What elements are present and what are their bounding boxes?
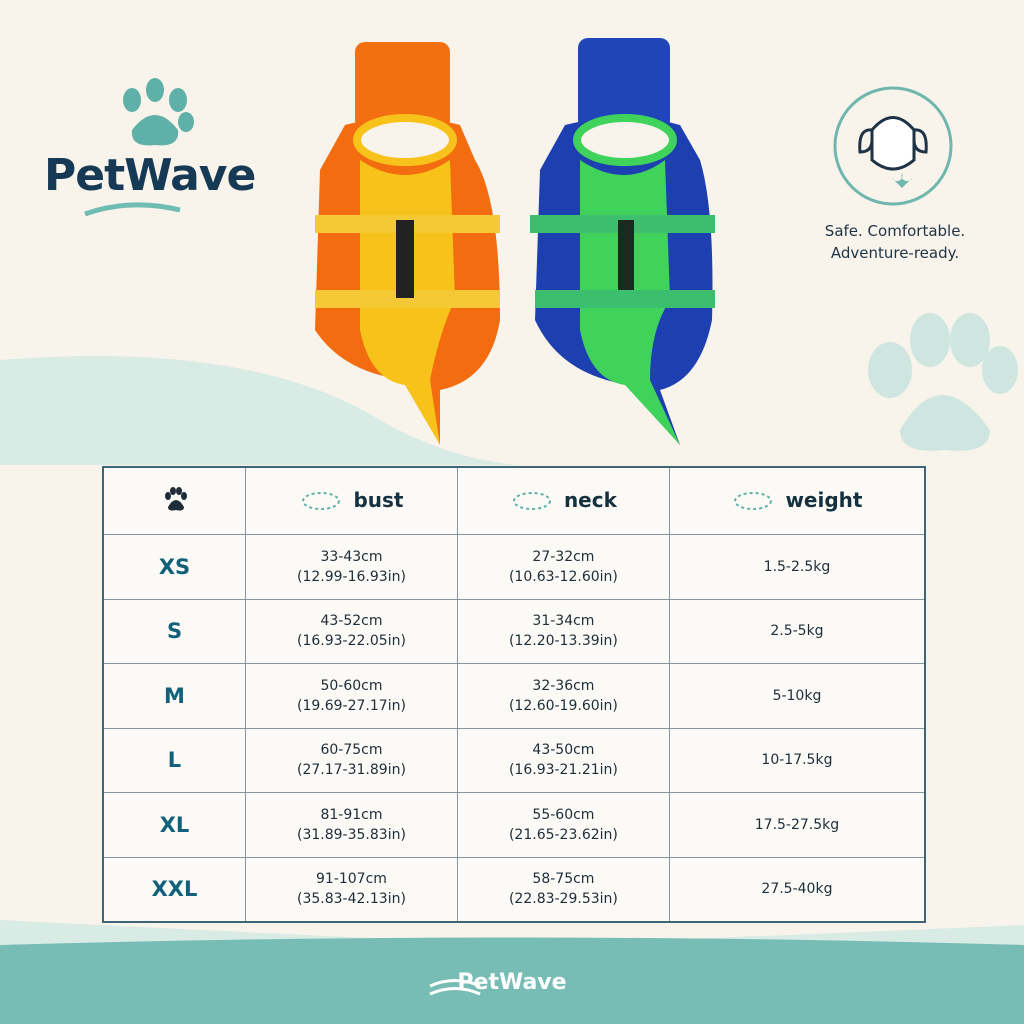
size-row: XXL 91-107cm (35.83-42.13in) 58-75cm (22.83-…: [102, 856, 926, 923]
measure-cell: 91-107cm (35.83-42.13in): [245, 856, 458, 923]
cm-value: 55-60cm: [532, 806, 595, 823]
header-icon: [302, 492, 341, 510]
inch-value: (16.93-21.21in): [508, 762, 618, 779]
inch-value: (10.63-12.60in): [508, 568, 618, 585]
cm-value: 31-34cm: [532, 613, 595, 630]
measure-cell: 50-60cm (19.69-27.17in): [245, 663, 458, 729]
measure-cell: 31-34cm (12.20-13.39in): [456, 598, 670, 664]
size-row: L 60-75cm (27.17-31.89in) 43-50cm (16.93-21.…: [102, 727, 926, 793]
paw-icon: [164, 486, 187, 511]
weight-cell: 27.5-40kg: [668, 856, 926, 923]
tagline: Safe. Comfortable. Adventure-ready.: [800, 220, 990, 264]
tagline-line: Adventure-ready.: [830, 244, 960, 262]
measure-cell: 81-91cm (31.89-35.83in): [245, 792, 458, 858]
weight-cell: 17.5-27.5kg: [668, 792, 926, 858]
header-label: neck: [563, 487, 617, 512]
inch-value: (22.83-29.53in): [508, 891, 618, 908]
measure-cell: 32-36cm (12.60-19.60in): [456, 663, 670, 729]
header-label: weight: [785, 487, 863, 512]
size-cell: L: [102, 727, 246, 793]
size-cell: M: [102, 663, 246, 729]
cm-value: 33-43cm: [320, 548, 383, 565]
tagline-line: Safe. Comfortable.: [824, 222, 966, 240]
weight-cell: 2.5-5kg: [668, 598, 926, 664]
measure-cell: 55-60cm (21.65-23.62in): [456, 792, 670, 858]
header-row: bust neck weight: [102, 466, 926, 535]
size-row: S 43-52cm (16.93-22.05in) 31-34cm (12.20-13.…: [102, 598, 926, 664]
size-cell: XXL: [102, 856, 246, 923]
measure-cell: 27-32cm (10.63-12.60in): [456, 534, 670, 600]
measure-cell: 43-50cm (16.93-21.21in): [456, 727, 670, 793]
size-row: M 50-60cm (19.69-27.17in) 32-36cm (12.60-19.…: [102, 663, 926, 729]
brand-name: PetWave: [44, 150, 256, 201]
measure-cell: 33-43cm (12.99-16.93in): [245, 534, 458, 600]
size-row: XS 33-43cm (12.99-16.93in) 27-32cm (10.63-12…: [102, 534, 926, 600]
cm-value: 58-75cm: [532, 871, 595, 888]
header-icon: [734, 492, 773, 510]
size-table: bust neck weight XS 33-43cm (12.99-16.93in) 27…: [102, 466, 926, 923]
cm-value: 43-50cm: [532, 742, 595, 759]
cm-value: 32-36cm: [532, 677, 595, 694]
header-label: bust: [353, 487, 404, 512]
inch-value: (27.17-31.89in): [297, 762, 406, 779]
header-cell: neck: [456, 466, 670, 535]
cm-value: 60-75cm: [320, 742, 383, 759]
weight-cell: 5-10kg: [668, 663, 926, 729]
inch-value: (19.69-27.17in): [297, 697, 406, 714]
header-cell: [102, 466, 246, 535]
header-cell: bust: [245, 466, 458, 535]
header-cell: weight: [668, 466, 926, 535]
size-cell: XS: [102, 534, 246, 600]
inch-value: (12.60-19.60in): [508, 697, 618, 714]
cm-value: 81-91cm: [320, 806, 383, 823]
inch-value: (12.99-16.93in): [297, 568, 406, 585]
size-cell: XL: [102, 792, 246, 858]
cm-value: 91-107cm: [316, 871, 387, 888]
inch-value: (21.65-23.62in): [508, 826, 618, 843]
weight-cell: 1.5-2.5kg: [668, 534, 926, 600]
size-cell: S: [102, 598, 246, 664]
header-icon: [512, 492, 551, 510]
inch-value: (31.89-35.83in): [297, 826, 406, 843]
cm-value: 43-52cm: [320, 613, 383, 630]
size-row: XL 81-91cm (31.89-35.83in) 55-60cm (21.65-23…: [102, 792, 926, 858]
inch-value: (35.83-42.13in): [297, 891, 406, 908]
measure-cell: 43-52cm (16.93-22.05in): [245, 598, 458, 664]
cm-value: 50-60cm: [320, 677, 383, 694]
inch-value: (16.93-22.05in): [297, 633, 406, 650]
measure-cell: 58-75cm (22.83-29.53in): [456, 856, 670, 923]
footer-brand: PetWave: [457, 970, 567, 995]
weight-cell: 10-17.5kg: [668, 727, 926, 793]
measure-cell: 60-75cm (27.17-31.89in): [245, 727, 458, 793]
cm-value: 27-32cm: [532, 548, 595, 565]
inch-value: (12.20-13.39in): [508, 633, 618, 650]
